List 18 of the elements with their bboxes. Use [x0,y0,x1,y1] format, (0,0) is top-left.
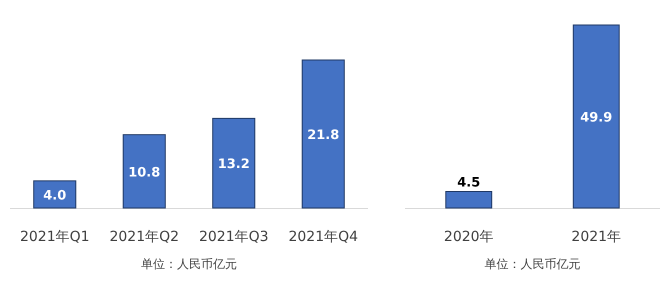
bar [122,134,166,208]
data-label: 4.0 [43,188,66,204]
data-label: 13.2 [218,157,250,172]
data-label: 10.8 [128,165,160,180]
x-tick-label: 2021年Q3 [198,229,269,245]
bar [212,118,256,208]
x-axis-title: 单位：人民币亿元 [141,257,237,271]
data-label: 21.8 [307,128,340,143]
data-label: 4.5 [457,175,480,190]
x-tick-label: 2021年Q1 [20,229,90,245]
x-tick-label: 2021年Q4 [288,229,358,245]
bar [302,60,345,208]
x-tick-label: 2020年 [444,229,494,245]
x-axis-title: 单位：人民币亿元 [484,257,580,271]
x-tick-label: 2021年 [571,229,622,245]
x-tick-label: 2021年Q2 [109,229,180,245]
bar [33,180,76,208]
data-label: 49.9 [580,110,612,126]
